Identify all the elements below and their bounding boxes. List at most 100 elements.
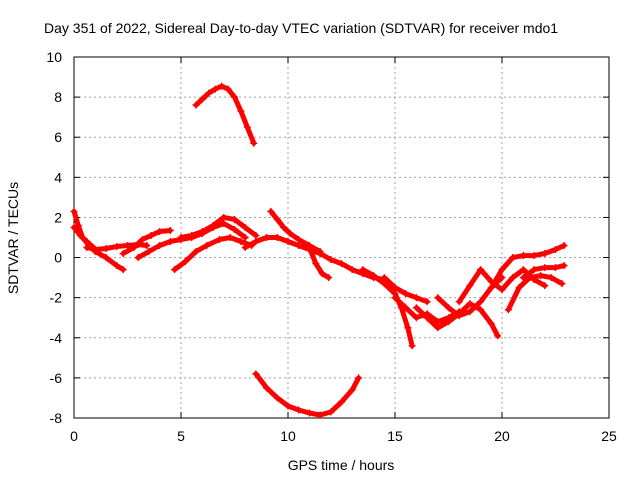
data-point-marker bbox=[211, 85, 219, 93]
x-tick-label: 20 bbox=[494, 428, 510, 444]
data-point-marker bbox=[541, 282, 549, 290]
data-point-marker bbox=[273, 234, 281, 241]
data-point-marker bbox=[250, 139, 258, 147]
series-arc-14 bbox=[380, 274, 431, 306]
data-point-marker bbox=[124, 242, 131, 250]
data-point-marker bbox=[455, 312, 463, 320]
plot-frame bbox=[73, 56, 610, 419]
data-point-marker bbox=[166, 226, 174, 234]
data-point-marker bbox=[338, 398, 345, 406]
data-point-marker bbox=[477, 306, 485, 314]
data-point-marker bbox=[295, 236, 303, 244]
series-arc-7 bbox=[177, 213, 260, 241]
data-point-marker bbox=[412, 304, 420, 312]
y-tick-label: -4 bbox=[50, 330, 63, 346]
x-tick-label: 15 bbox=[387, 428, 403, 444]
data-point-marker bbox=[305, 409, 313, 417]
data-point-marker bbox=[280, 223, 288, 231]
data-point-marker bbox=[252, 370, 260, 378]
data-point-marker bbox=[143, 242, 151, 250]
data-point-marker bbox=[252, 231, 260, 239]
data-point-marker bbox=[305, 244, 313, 252]
series-arc-4 bbox=[91, 248, 127, 274]
data-point-marker bbox=[370, 272, 378, 280]
data-point-marker bbox=[243, 123, 251, 131]
data-point-marker bbox=[391, 294, 399, 302]
data-point-marker bbox=[316, 411, 324, 419]
data-point-marker bbox=[74, 221, 82, 229]
series-arc-22 bbox=[192, 82, 258, 147]
data-point-marker bbox=[391, 284, 399, 292]
data-point-marker bbox=[404, 324, 412, 332]
data-point-marker bbox=[530, 266, 538, 274]
data-point-marker bbox=[83, 244, 91, 252]
data-point-marker bbox=[455, 298, 463, 306]
series-arc-12 bbox=[305, 244, 333, 282]
data-point-marker bbox=[171, 266, 179, 274]
data-point-marker bbox=[537, 272, 545, 280]
data-point-marker bbox=[515, 284, 523, 292]
y-axis-label: SDTVAR / TECUs bbox=[5, 182, 21, 294]
data-point-marker bbox=[558, 280, 566, 288]
data-point-marker bbox=[113, 262, 121, 270]
data-point-marker bbox=[220, 213, 228, 221]
data-point-marker bbox=[147, 231, 155, 239]
y-tick-label: -8 bbox=[50, 410, 63, 426]
data-point-marker bbox=[541, 250, 549, 258]
data-point-marker bbox=[477, 298, 485, 306]
y-tick-label: -2 bbox=[50, 290, 63, 306]
data-point-marker bbox=[380, 274, 388, 282]
series-arc-21 bbox=[519, 262, 568, 282]
x-tick-label: 25 bbox=[601, 428, 617, 444]
data-point-marker bbox=[218, 82, 226, 90]
data-point-marker bbox=[541, 264, 549, 272]
data-point-marker bbox=[560, 242, 568, 250]
data-point-marker bbox=[477, 266, 485, 274]
data-point-marker bbox=[487, 284, 495, 292]
y-tick-label: 6 bbox=[54, 129, 62, 145]
series-arc-19 bbox=[487, 242, 568, 292]
data-point-marker bbox=[231, 225, 238, 233]
data-point-marker bbox=[138, 236, 146, 244]
data-series bbox=[70, 82, 568, 419]
data-point-marker bbox=[83, 238, 91, 246]
data-point-marker bbox=[156, 242, 164, 250]
data-point-marker bbox=[380, 280, 388, 288]
data-point-marker bbox=[348, 266, 356, 274]
data-point-marker bbox=[487, 320, 495, 328]
data-point-marker bbox=[519, 266, 527, 274]
data-point-marker bbox=[318, 270, 326, 278]
data-point-marker bbox=[231, 93, 238, 101]
data-point-marker bbox=[348, 386, 356, 394]
data-point-marker bbox=[504, 306, 512, 314]
data-point-marker bbox=[263, 234, 271, 241]
data-point-marker bbox=[237, 107, 245, 115]
data-point-marker bbox=[466, 282, 474, 290]
y-tick-label: 2 bbox=[54, 209, 62, 225]
data-point-marker bbox=[423, 298, 431, 306]
series-arc-5 bbox=[119, 226, 174, 258]
data-point-marker bbox=[267, 207, 275, 215]
series-trace bbox=[505, 273, 565, 313]
data-point-marker bbox=[560, 262, 568, 270]
data-point-marker bbox=[355, 374, 363, 382]
data-point-marker bbox=[466, 308, 474, 316]
data-point-marker bbox=[338, 260, 345, 268]
data-point-marker bbox=[145, 248, 153, 256]
data-point-marker bbox=[216, 236, 224, 244]
data-point-marker bbox=[402, 290, 410, 298]
data-point-marker bbox=[241, 234, 249, 241]
data-point-marker bbox=[498, 286, 506, 294]
data-point-marker bbox=[156, 227, 164, 235]
data-point-marker bbox=[434, 318, 442, 326]
data-point-marker bbox=[113, 243, 121, 251]
data-point-marker bbox=[192, 248, 200, 256]
data-point-marker bbox=[102, 245, 110, 253]
series-arc-23 bbox=[252, 370, 363, 419]
data-point-marker bbox=[130, 244, 138, 252]
y-tick-label: 10 bbox=[46, 49, 62, 65]
data-point-marker bbox=[295, 242, 303, 250]
data-point-marker bbox=[177, 234, 185, 241]
